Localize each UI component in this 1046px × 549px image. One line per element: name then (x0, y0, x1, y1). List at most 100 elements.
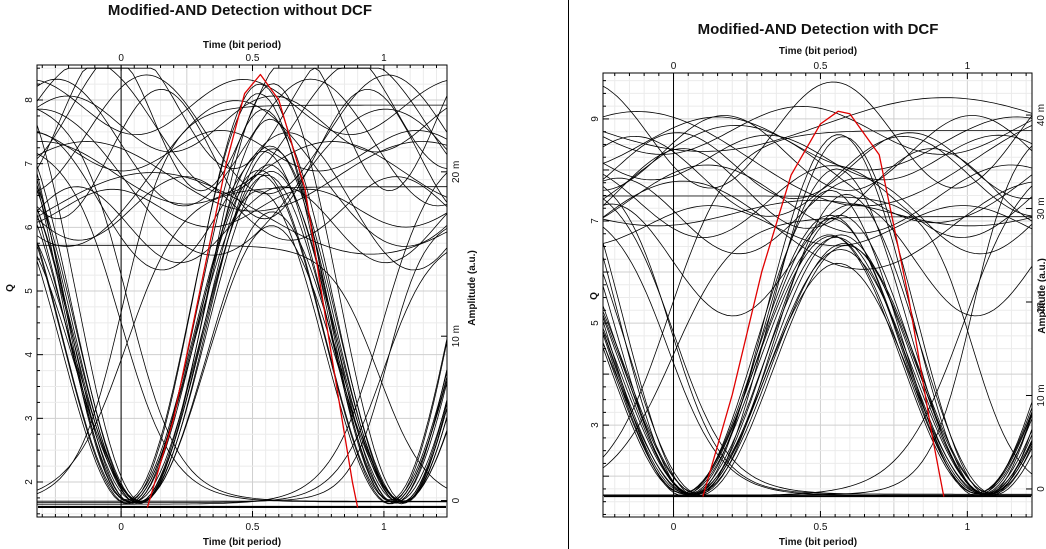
eye-trace-transition (602, 235, 1033, 495)
y-axis-right-label: Amplitude (a.u.) (1037, 258, 1046, 334)
y-axis-right-label: Amplitude (a.u.) (467, 250, 478, 326)
eye-trace-upper (602, 164, 1033, 234)
eye-trace-upper (36, 141, 448, 212)
tick-labels: 0 0 0.5 0.5 1 1 2 3 4 5 6 7 8 0 10 m 20 m (24, 53, 462, 533)
eye-trace-edge (603, 195, 1033, 475)
y-tick-label-left: 6 (24, 224, 35, 230)
y-tick-label-left: 7 (24, 160, 35, 166)
eye-trace-upper (602, 134, 1033, 181)
eye-trace-upper (602, 205, 1033, 247)
eye-trace-transition (36, 83, 448, 503)
x-axis-bottom-label: Time (bit period) (779, 537, 857, 548)
eye-trace-transition (36, 190, 448, 505)
eye-diagram-panel-without-dcf: Modified-AND Detection without DCF Time … (0, 0, 478, 549)
x-tick-label-bottom: 0.5 (246, 522, 260, 533)
eye-trace-edge (36, 108, 447, 502)
q-factor-curve (146, 73, 359, 508)
y-tick-label-left: 2 (24, 479, 35, 485)
y-tick-label-right: 40 m (1036, 104, 1046, 126)
eye-trace-upper (602, 135, 1033, 217)
x-tick-label-top: 1 (965, 61, 971, 72)
grid (603, 73, 1032, 517)
eye-trace-transition (602, 193, 1033, 495)
eye-trace-upper (602, 124, 1033, 224)
eye-trace-edge (36, 186, 447, 491)
eye-diagram-panel-with-dcf: Modified-AND Detection with DCF Time (bi… (568, 0, 1046, 549)
y-tick-label-right: 10 m (451, 325, 462, 347)
eye-trace-transition (36, 164, 448, 504)
eye-trace-upper (36, 132, 448, 271)
x-tick-label-bottom: 0 (671, 522, 677, 533)
eye-trace-upper (36, 88, 448, 220)
x-tick-label-top: 0 (118, 53, 124, 64)
y-tick-label-right: 0 (451, 497, 462, 503)
y-axis-left-label: Q (589, 292, 600, 300)
eye-trace-upper (36, 188, 448, 228)
eye-traces (602, 81, 1033, 498)
eye-trace-transition (602, 218, 1033, 493)
eye-diagram-chart-with-dcf: Modified-AND Detection with DCF Time (bi… (589, 21, 1046, 548)
eye-trace-edge (37, 172, 448, 505)
eye-trace-transition (36, 225, 448, 502)
eye-trace-upper (602, 180, 1033, 270)
x-axis-top-label: Time (bit period) (203, 40, 281, 51)
q-factor-curve (702, 110, 945, 497)
eye-trace-upper (36, 172, 448, 255)
y-tick-label-left: 5 (590, 320, 601, 326)
eye-trace-transition (36, 211, 448, 502)
tick-labels: 0 0 0.5 0.5 1 1 3 5 7 9 0 10 m 20 m 30 m 40 m (590, 61, 1046, 533)
y-tick-label-left: 3 (590, 422, 601, 428)
x-tick-label-top: 0 (671, 61, 677, 72)
eye-trace-upper (36, 78, 448, 136)
eye-trace-upper (36, 108, 448, 256)
y-tick-label-left: 7 (590, 218, 601, 224)
eye-trace-upper (36, 186, 448, 264)
eye-trace-transition (602, 249, 1033, 495)
eye-trace-upper (602, 165, 1033, 239)
x-axis-bottom-label: Time (bit period) (203, 537, 281, 548)
x-tick-label-top: 0.5 (813, 61, 827, 72)
chart-title: Modified-AND Detection without DCF (108, 2, 372, 19)
eye-trace-transition (602, 262, 1033, 495)
x-tick-label-bottom: 1 (965, 522, 971, 533)
x-axis-top-label: Time (bit period) (779, 46, 857, 57)
eye-trace-edge (602, 216, 1032, 469)
eye-trace-upper (602, 115, 1033, 191)
y-tick-label-left: 3 (24, 415, 35, 421)
x-tick-label-top: 0.5 (246, 53, 260, 64)
eye-trace-edge (37, 227, 448, 502)
eye-trace-transition (602, 136, 1033, 497)
eye-trace-upper (36, 129, 448, 172)
eye-trace-upper (602, 199, 1033, 227)
eye-trace-upper (36, 67, 448, 170)
eye-trace-transition (36, 118, 448, 503)
eye-trace-transition (36, 109, 448, 504)
chart-title: Modified-AND Detection with DCF (698, 21, 939, 38)
eye-trace-transition (602, 236, 1033, 495)
eye-trace-upper (602, 116, 1033, 171)
x-tick-label-bottom: 0.5 (813, 522, 827, 533)
plot-frame (602, 72, 1033, 518)
y-tick-label-left: 8 (24, 97, 35, 103)
y-tick-label-right: 20 m (451, 161, 462, 183)
eye-diagram-chart-without-dcf: Modified-AND Detection without DCF Time … (5, 2, 478, 548)
x-tick-label-bottom: 1 (381, 522, 387, 533)
y-tick-label-left: 9 (590, 116, 601, 122)
eye-traces (36, 67, 448, 509)
eye-trace-upper (602, 177, 1033, 255)
y-tick-label-right: 10 m (1036, 384, 1046, 406)
eye-trace-transition (36, 173, 448, 505)
eye-trace-transition (36, 150, 448, 504)
eye-trace-transition (602, 190, 1033, 497)
y-tick-label-left: 4 (24, 351, 35, 357)
eye-trace-upper (602, 105, 1033, 155)
x-tick-label-top: 1 (381, 53, 387, 64)
eye-trace-transition (602, 243, 1033, 494)
eye-trace-upper (36, 74, 448, 195)
eye-trace-upper (602, 81, 1033, 189)
y-tick-label-right: 30 m (1036, 197, 1046, 219)
eye-trace-upper (36, 78, 448, 207)
eye-trace-edge (602, 130, 1032, 458)
eye-trace-edge (36, 104, 447, 495)
eye-trace-edge (37, 244, 448, 489)
